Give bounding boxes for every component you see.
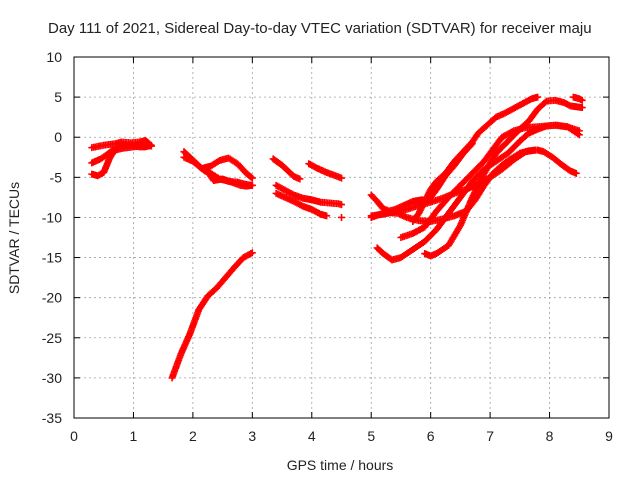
series-arc8	[272, 181, 345, 209]
data-point	[248, 249, 256, 257]
grid-lines	[74, 57, 609, 418]
y-tick-label: 10	[46, 49, 62, 65]
y-tick-label: -15	[42, 250, 62, 266]
data-point	[338, 213, 345, 221]
series-arc7	[201, 164, 256, 190]
y-tick-label: -10	[42, 209, 62, 225]
x-tick-label: 6	[427, 428, 435, 444]
y-tick-label: 0	[54, 129, 62, 145]
x-tick-label: 3	[248, 428, 256, 444]
data-point	[531, 146, 539, 154]
y-tick-label: -25	[42, 330, 62, 346]
x-tick-label: 1	[130, 428, 138, 444]
data-points	[88, 93, 586, 382]
y-tick-label: -20	[42, 290, 62, 306]
series-arc19	[367, 140, 476, 215]
y-tick-label: -5	[50, 169, 63, 185]
y-tick-label: -35	[42, 410, 62, 426]
x-tick-label: 9	[605, 428, 613, 444]
data-point	[247, 250, 255, 258]
data-point	[338, 174, 345, 182]
data-point	[578, 96, 586, 104]
axis-ticks: 0 1 2 3 4 5 6 7 8 9 -35 -30 -25 -20 -15 -10 -5 0 5 10	[42, 49, 613, 444]
data-point	[296, 175, 304, 183]
x-tick-label: 0	[70, 428, 78, 444]
data-point	[508, 128, 516, 136]
x-tick-label: 5	[367, 428, 375, 444]
data-point	[577, 96, 585, 104]
y-tick-label: 5	[54, 89, 62, 105]
x-tick-label: 8	[546, 428, 554, 444]
data-point	[248, 174, 256, 182]
series-arc6	[180, 148, 256, 182]
series-arc9	[272, 189, 331, 220]
data-point	[247, 173, 255, 181]
y-tick-label: -30	[42, 370, 62, 386]
data-point	[578, 104, 586, 112]
series-arc4	[168, 249, 256, 382]
data-point	[146, 141, 154, 149]
data-point	[338, 201, 345, 209]
chart-title: Day 111 of 2021, Sidereal Day-to-day VTE…	[48, 20, 592, 37]
series-arc15	[421, 96, 586, 260]
x-tick-label: 4	[308, 428, 316, 444]
data-point	[147, 142, 155, 150]
series-arc2	[88, 141, 155, 180]
series-arc12	[338, 213, 345, 221]
data-point	[575, 131, 583, 139]
data-point	[248, 181, 256, 189]
series-arc17	[397, 121, 583, 241]
data-point	[572, 169, 580, 177]
data-point	[534, 93, 542, 101]
x-tick-label: 7	[486, 428, 494, 444]
data-point	[468, 140, 476, 148]
series-arc18	[409, 93, 542, 225]
y-axis-label: SDTVAR / TECUs	[6, 182, 22, 294]
series-arc11	[305, 160, 345, 182]
x-axis-label: GPS time / hours	[287, 457, 394, 473]
series-arc3	[88, 136, 155, 152]
data-point	[574, 130, 582, 138]
data-point	[323, 212, 331, 220]
x-tick-label: 2	[189, 428, 197, 444]
series-arc10	[269, 155, 304, 183]
data-point	[467, 141, 475, 149]
series-arc20	[569, 93, 586, 104]
plot-frame	[73, 56, 610, 419]
